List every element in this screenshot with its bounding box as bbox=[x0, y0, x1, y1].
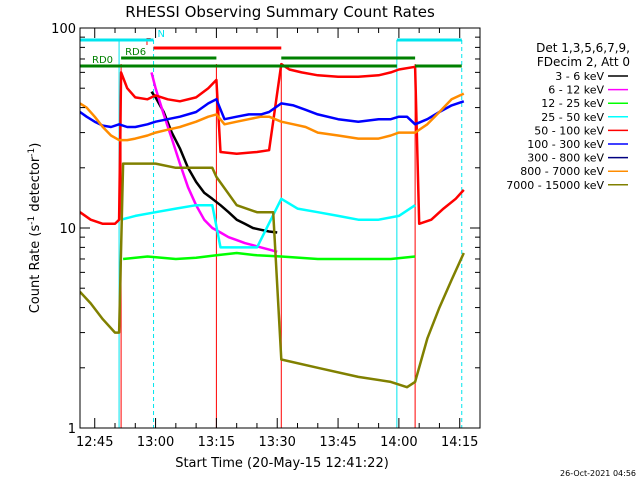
flag-label: RD0 bbox=[92, 55, 113, 66]
x-tick-label: 14:15 bbox=[441, 435, 478, 450]
x-tick-label: 12:45 bbox=[76, 435, 113, 450]
y-label-mid: detector bbox=[28, 156, 43, 216]
legend-label: 7000 - 15000 keV bbox=[506, 179, 604, 192]
series-line bbox=[150, 91, 278, 234]
flag-label: RD6 bbox=[125, 47, 146, 58]
flag-label: N bbox=[158, 29, 165, 40]
series-line bbox=[120, 197, 416, 249]
legend-header-line-1: Det 1,3,5,6,7,9, bbox=[536, 41, 630, 55]
y-tick-label: 100 bbox=[51, 22, 76, 37]
series-line bbox=[80, 62, 465, 226]
legend-header-line-2: FDecim 2, Att 0 bbox=[537, 55, 630, 69]
y-label-exp1: -1 bbox=[27, 216, 37, 225]
y-label-exp2: -1 bbox=[27, 148, 37, 157]
y-label-end: ) bbox=[28, 143, 43, 148]
x-tick-label: 13:00 bbox=[137, 435, 174, 450]
x-axis-ticks: 12:45 13:00 13:15 13:30 13:45 14:00 14:15 bbox=[76, 28, 481, 450]
y-axis-ticks: 1 10 100 bbox=[51, 22, 480, 437]
legend-label: 6 - 12 keV bbox=[548, 84, 604, 97]
y-tick-label: 10 bbox=[59, 222, 76, 237]
legend: Det 1,3,5,6,7,9, FDecim 2, Att 0 3 - 6 k… bbox=[506, 41, 630, 192]
generated-timestamp: 26-Oct-2021 04:56 bbox=[560, 469, 636, 478]
legend-label: 50 - 100 keV bbox=[534, 124, 604, 137]
x-tick-label: 14:00 bbox=[380, 435, 417, 450]
y-tick-label: 1 bbox=[68, 422, 76, 437]
y-label-main: Count Rate (s bbox=[28, 225, 43, 314]
series-line bbox=[80, 162, 465, 389]
chart-title: RHESSI Observing Summary Count Rates bbox=[125, 3, 435, 21]
series-layer bbox=[80, 62, 465, 389]
legend-label: 800 - 7000 keV bbox=[520, 165, 604, 178]
series-line bbox=[80, 98, 465, 129]
legend-label: 300 - 800 keV bbox=[527, 152, 604, 165]
legend-label: 100 - 300 keV bbox=[527, 138, 604, 151]
legend-label: 25 - 50 keV bbox=[541, 111, 604, 124]
legend-label: 3 - 6 keV bbox=[555, 70, 604, 83]
x-axis-label: Start Time (20-May-15 12:41:22) bbox=[175, 456, 389, 471]
series-line bbox=[122, 251, 416, 261]
flag-label: F bbox=[146, 37, 152, 48]
y-axis-label: Count Rate (s-1 detector-1) bbox=[27, 143, 43, 314]
legend-label: 12 - 25 keV bbox=[541, 97, 604, 110]
x-tick-label: 13:30 bbox=[258, 435, 295, 450]
series-line bbox=[80, 92, 465, 142]
x-tick-label: 13:45 bbox=[319, 435, 356, 450]
x-tick-label: 13:15 bbox=[198, 435, 235, 450]
